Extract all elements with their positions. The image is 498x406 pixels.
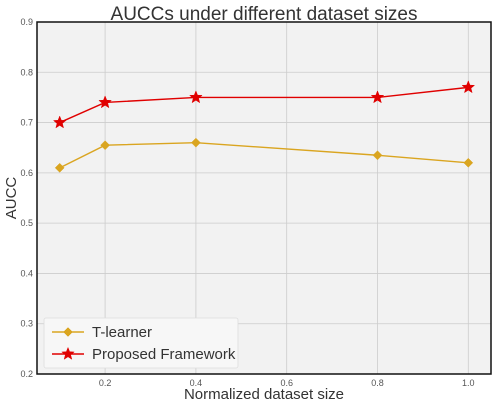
data-point xyxy=(463,157,474,168)
data-point xyxy=(461,80,476,94)
data-point xyxy=(100,140,110,151)
y-tick-label: 0.3 xyxy=(20,319,33,329)
y-tick-label: 0.9 xyxy=(20,17,33,27)
plot-background xyxy=(37,22,491,374)
x-tick-label: 0.4 xyxy=(190,378,203,388)
y-tick-label: 0.2 xyxy=(20,369,33,379)
series-layer xyxy=(52,80,476,173)
x-tick-label: 0.2 xyxy=(99,378,112,388)
x-tick-label: 0.6 xyxy=(280,378,293,388)
x-tick-label: 0.8 xyxy=(371,378,384,388)
y-tick-label: 0.7 xyxy=(20,118,33,128)
data-point xyxy=(52,115,67,129)
data-point xyxy=(54,162,65,173)
y-tick-label: 0.6 xyxy=(20,168,33,178)
legend-box xyxy=(43,317,239,369)
data-point xyxy=(98,95,112,109)
legend-label: Proposed Framework xyxy=(92,346,236,363)
chart-title: AUCCs under different dataset sizes xyxy=(111,4,418,25)
plot-frame xyxy=(36,21,492,375)
y-axis-label: AUCC xyxy=(3,177,20,220)
x-axis-label: Normalized dataset size xyxy=(184,386,344,403)
legend-swatch-marker xyxy=(63,327,73,337)
series-1 xyxy=(52,80,476,129)
data-point xyxy=(191,137,201,148)
data-point xyxy=(189,90,203,104)
legend-label: T-learner xyxy=(92,324,152,341)
x-tick-labels: 0.2 0.4 0.6 0.8 1.0 xyxy=(99,378,475,388)
plot-area xyxy=(37,22,491,374)
y-tick-labels: 0.2 0.3 0.4 0.5 0.6 0.7 0.8 0.9 xyxy=(20,17,33,379)
y-tick-label: 0.4 xyxy=(20,268,33,278)
y-tick-label: 0.5 xyxy=(20,218,33,228)
x-tick-label: 1.0 xyxy=(462,378,475,388)
data-point xyxy=(370,90,385,104)
series-0 xyxy=(54,137,474,173)
legend-swatch-marker xyxy=(61,346,75,360)
legend: T-learner Proposed Framework xyxy=(43,317,239,369)
data-point xyxy=(372,150,383,161)
y-tick-label: 0.8 xyxy=(20,67,33,77)
